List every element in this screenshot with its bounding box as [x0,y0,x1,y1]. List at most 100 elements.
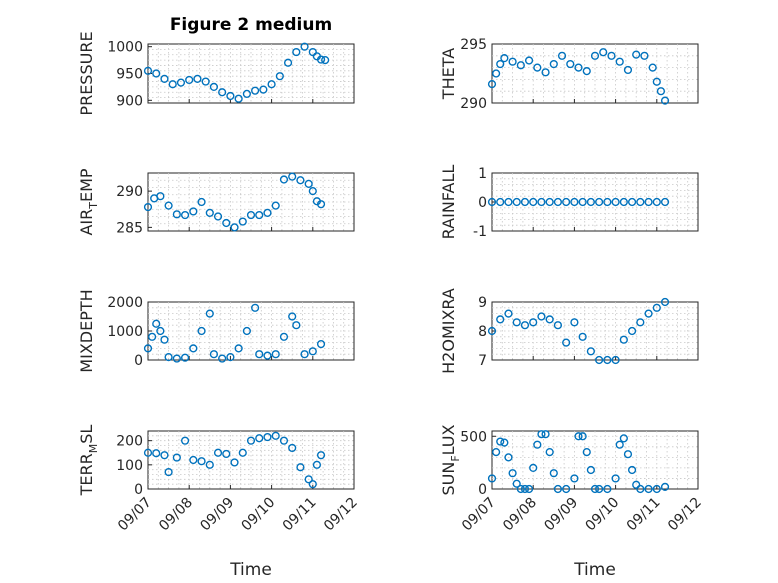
data-point [545,197,554,207]
data-point [316,451,326,460]
y-tick-label: 200 [116,434,143,450]
data-point [300,350,309,359]
data-point [524,484,534,494]
data-point [487,474,497,483]
data-point [529,318,538,327]
data-point [279,332,289,341]
data-point [160,451,169,460]
data-point [549,59,558,69]
data-point [656,87,666,96]
data-point [533,63,542,72]
data-point [492,69,501,78]
data-point [595,197,604,207]
data-point [197,326,206,336]
data-point [644,309,653,318]
data-point [566,59,575,69]
data-point [590,51,600,60]
figure-title: Figure 2 medium [170,15,332,35]
x-tick-label: 09/10 [583,495,623,535]
data-point [218,354,227,363]
data-point [205,309,214,318]
data-point [496,197,505,207]
y-tick-label: 0 [134,353,143,369]
data-point [283,58,293,67]
data-point [516,61,525,70]
data-point [586,465,595,475]
data-point [304,179,313,188]
data-point [312,460,322,469]
data-point [308,480,317,489]
data-point [520,197,530,207]
data-point [288,312,297,321]
data-point [288,443,297,453]
data-point [632,50,641,59]
data-point [168,80,177,89]
data-point [180,436,190,445]
data-point [156,326,165,336]
y-tick-label: 500 [460,429,487,445]
data-point [603,197,612,207]
y-tick-label: 1000 [107,40,143,56]
y-tick-label: -1 [473,224,487,240]
data-point [578,432,587,441]
data-point [205,208,214,217]
y-axis-label: SUNFLUX [439,424,462,495]
data-point [578,197,587,207]
panel-rainfall: -1 0 1 RAINFALL [439,165,699,240]
data-point [500,54,509,63]
data-point [611,474,620,483]
y-tick-label: 9 [478,295,487,311]
x-tick-label: 09/08 [156,495,196,535]
data-point [619,434,628,443]
data-point [226,91,235,101]
data-point [595,484,604,494]
data-point [267,80,276,89]
data-point [623,450,633,459]
data-point [234,94,243,103]
data-point [652,303,661,312]
data-point [487,80,497,89]
data-point [504,309,513,318]
data-point [545,315,554,324]
left-xlabel: Time [229,560,272,580]
data-point [562,338,571,347]
data-point [213,212,223,221]
y-tick-label: 0 [478,195,487,211]
data-point [255,434,264,443]
data-point [222,449,231,459]
data-point [172,354,181,363]
data-point [143,66,153,75]
x-tick-label: 09/09 [197,495,237,535]
data-point [595,355,604,365]
panel-sun: 0 500 09/07 09/08 09/09 09/10 09/11 09/12 SUNFLU… [439,424,705,534]
y-tick-label: 290 [460,96,487,112]
y-axis-label: H2OMIXRA [439,288,458,374]
data-point [242,326,251,336]
data-point [300,42,309,51]
data-point [574,432,583,441]
data-point [512,479,521,488]
data-point [308,347,317,356]
data-point [619,335,628,344]
panel-mixdepth: 0 1000 2000 MIXDEPTH [77,289,355,373]
data-point [492,447,501,457]
data-point [529,463,538,473]
data-point [640,51,649,60]
data-point [607,51,616,60]
data-point [627,197,637,207]
y-tick-label: 7 [478,353,487,369]
data-point [660,96,670,105]
data-point [632,480,641,489]
panel-pressure: 900 950 1000 PRESSURE [77,31,355,116]
data-point [251,303,260,312]
data-point [288,172,297,181]
data-point [271,431,280,440]
data-point [520,484,530,494]
data-point [164,201,173,210]
data-point [222,218,231,228]
data-point [189,455,198,465]
data-point [263,432,272,442]
panel-h2omixra: 7 8 9 H2OMIXRA [439,288,699,374]
data-point [537,197,546,207]
